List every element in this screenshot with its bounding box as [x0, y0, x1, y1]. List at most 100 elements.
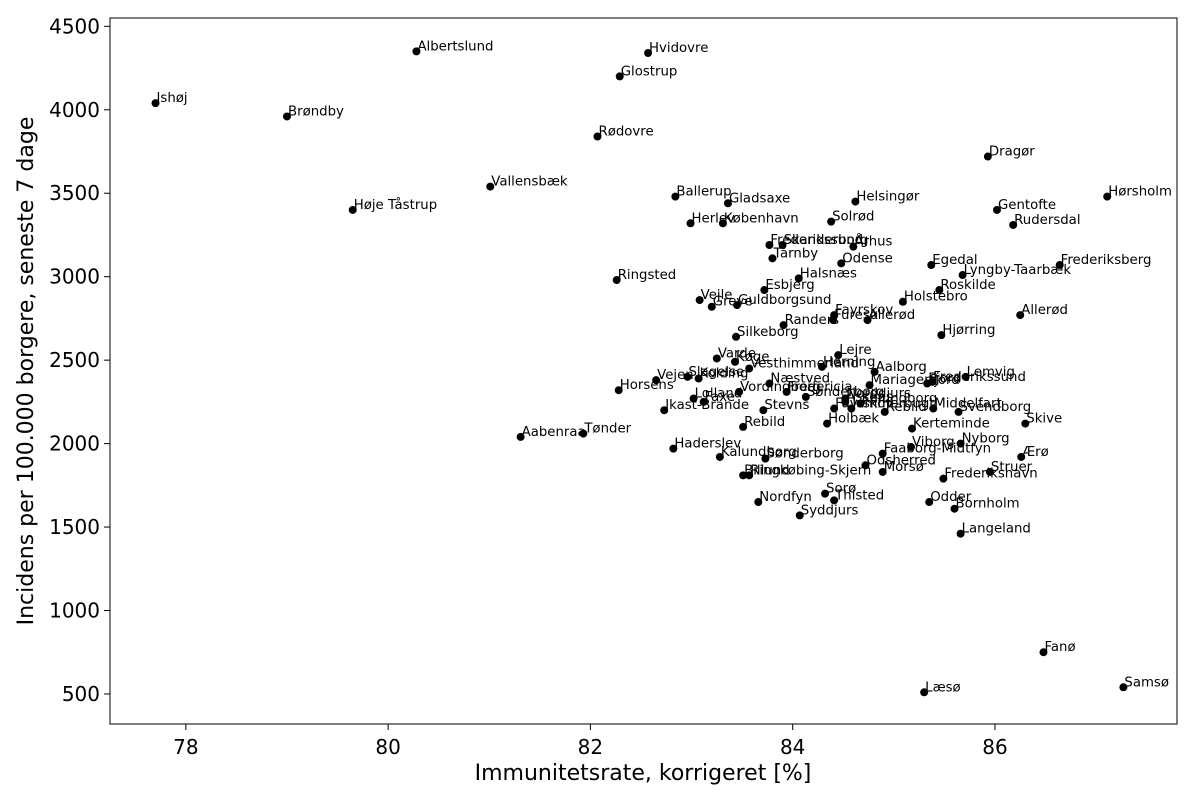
data-point-label: Herning [823, 355, 875, 370]
data-point-label: Fanø [1044, 640, 1075, 655]
data-point [849, 242, 858, 251]
data-point-label: Sønderborg [807, 385, 884, 400]
data-point [612, 276, 621, 285]
data-point-label: Frederikssund [933, 370, 1026, 385]
data-point [745, 471, 754, 480]
data-point-label: Vejen [657, 368, 694, 383]
data-point-label: Ishøj [157, 91, 188, 106]
x-tick-label: 78 [173, 735, 198, 759]
data-point-label: Faaborg-Midtfyn [884, 442, 991, 457]
data-point-label: Høje Tåstrup [354, 196, 437, 213]
data-point [795, 511, 804, 520]
data-point [847, 404, 856, 413]
data-point [983, 152, 992, 161]
data-point-label: Køge [736, 350, 769, 365]
data-point [865, 381, 874, 390]
data-point-label: Århus [854, 233, 892, 250]
y-tick-label: 3500 [49, 181, 100, 205]
data-point [834, 351, 843, 360]
data-point [754, 498, 763, 507]
data-point-label: Middelfart [934, 397, 1001, 412]
y-axis-title: Incidens per 100.000 borgere, seneste 7 … [14, 117, 39, 626]
data-point-label: Skanderborg [784, 233, 869, 248]
data-point-label: Esbjerg [765, 278, 814, 293]
data-point [760, 286, 769, 295]
data-point [985, 467, 994, 476]
data-point [818, 362, 827, 371]
data-point-label: Syddjurs [801, 503, 859, 518]
data-point [718, 219, 727, 228]
data-point-label: Langeland [962, 522, 1031, 537]
data-point [880, 407, 889, 416]
data-point-label: Varde [718, 346, 756, 361]
data-point-label: Frederiksberg [1061, 253, 1152, 268]
data-point-label: Rødovre [598, 125, 653, 140]
data-point [765, 379, 774, 388]
data-point-label: Sønderborg [766, 447, 843, 462]
data-point [735, 387, 744, 396]
data-point [841, 397, 850, 406]
data-point [1055, 261, 1064, 270]
data-point [827, 217, 836, 226]
data-point-label: Odsherred [866, 453, 935, 468]
data-point [151, 99, 160, 108]
y-tick-label: 1000 [49, 599, 100, 623]
data-point-label: Kalundborg [721, 445, 797, 460]
data-point-label: Fjord [928, 372, 961, 387]
data-point [928, 377, 937, 386]
data-point-label: København [724, 211, 799, 226]
data-point [937, 331, 946, 340]
data-point-label: Gentofte [998, 198, 1056, 213]
x-tick-label: 84 [780, 735, 805, 759]
data-point-label: Lolland [695, 387, 743, 402]
data-point-label: Lejre [839, 343, 871, 358]
y-tick-label: 500 [62, 682, 100, 706]
data-point-label: Fredericia [788, 380, 853, 395]
data-point [956, 529, 965, 538]
y-tick-label: 1500 [49, 515, 100, 539]
data-point-label: Rebild [744, 415, 785, 430]
data-point-label: Aalborg [876, 360, 927, 375]
data-point-label: Kerteminde [913, 417, 990, 432]
x-tick-label: 82 [578, 735, 603, 759]
data-point [878, 467, 887, 476]
data-point [861, 461, 870, 470]
data-point-label: Lyngby-Taarbæk [964, 263, 1072, 278]
data-point [699, 397, 708, 406]
data-point [731, 357, 740, 366]
data-point-label: Vallensbæk [491, 175, 568, 190]
data-point-label: Frederikssund [770, 233, 863, 248]
data-point [759, 406, 768, 415]
data-point-label: Furesø [834, 308, 878, 323]
data-point [1039, 648, 1048, 657]
data-point-label: Odder [930, 490, 972, 505]
data-point [830, 496, 839, 505]
data-point [929, 404, 938, 413]
data-point [694, 374, 703, 383]
data-point [794, 274, 803, 283]
data-point [348, 205, 357, 214]
data-point [593, 132, 602, 141]
data-point-label: Billund [744, 463, 790, 478]
data-point-label: Kalundborg [861, 392, 937, 407]
data-point [821, 489, 830, 498]
data-point-label: Randers [785, 313, 840, 328]
data-point [282, 112, 291, 121]
data-point-label: Albertslund [417, 39, 493, 54]
data-point-label: Horsens [620, 378, 674, 393]
data-point [614, 386, 623, 395]
y-tick-label: 4000 [49, 98, 100, 122]
data-point-label: Assens [846, 390, 893, 405]
data-point-label: Ærø [1022, 445, 1049, 460]
data-point-label: Hvidovre [649, 41, 708, 56]
x-tick-label: 80 [375, 735, 400, 759]
data-point-label: Morsø [884, 460, 924, 475]
data-point [745, 364, 754, 373]
data-point-label: Odense [842, 251, 893, 266]
data-point-label: Skive [1026, 412, 1062, 427]
data-point [925, 498, 934, 507]
data-point [870, 367, 879, 376]
data-point [779, 321, 788, 330]
data-point [801, 392, 810, 401]
data-point [732, 332, 741, 341]
